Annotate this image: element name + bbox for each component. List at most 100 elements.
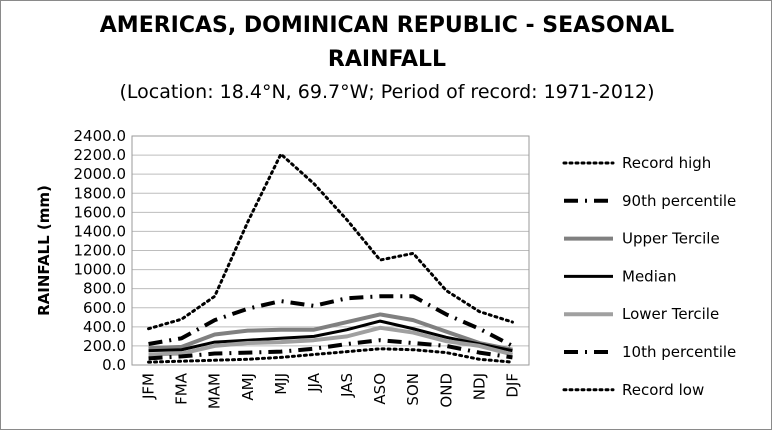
x-tick-label: SON: [404, 373, 422, 406]
y-tick-label: 800.0: [83, 280, 126, 298]
data-point: [213, 341, 216, 344]
data-point: [180, 337, 183, 340]
y-tick-label: 200.0: [83, 337, 126, 355]
data-point: [412, 331, 415, 334]
x-tick-label: FMA: [173, 372, 191, 405]
x-tick-label: NDJ: [470, 373, 488, 400]
series-line-1: [147, 152, 514, 331]
y-tick-label: 2000.0: [74, 165, 127, 183]
y-tick-label: 1200.0: [74, 242, 127, 260]
data-point: [379, 347, 382, 350]
data-point: [246, 358, 249, 361]
data-point: [147, 349, 150, 352]
data-point: [445, 340, 448, 343]
legend-label: Median: [622, 267, 677, 285]
legend-label: Record low: [622, 381, 704, 399]
data-point: [246, 307, 249, 310]
data-point: [379, 339, 382, 342]
data-point: [478, 327, 481, 330]
y-tick-label: 1800.0: [74, 184, 127, 202]
data-point: [180, 355, 183, 358]
x-tick-label: ASO: [371, 373, 389, 405]
data-point: [346, 343, 349, 346]
data-point: [346, 218, 349, 221]
x-tick-label: MJJ: [272, 373, 290, 395]
data-point: [478, 310, 481, 313]
plot-area: [131, 135, 530, 366]
data-point: [213, 319, 216, 322]
y-tick-label: 1000.0: [74, 261, 127, 279]
legend-label: Upper Tercile: [622, 230, 720, 248]
data-point: [213, 359, 216, 362]
data-point: [445, 289, 448, 292]
data-point: [279, 153, 282, 156]
data-point: [312, 353, 315, 356]
data-point: [511, 361, 514, 364]
data-point: [180, 318, 183, 321]
data-point: [445, 313, 448, 316]
x-tick-label: OND: [437, 373, 455, 408]
data-point: [312, 347, 315, 350]
y-tick-label: 2200.0: [74, 146, 127, 164]
data-point: [312, 339, 315, 342]
y-tick-label: 1400.0: [74, 222, 127, 240]
data-point: [312, 328, 315, 331]
data-point: [346, 335, 349, 338]
x-tick-label: JAS: [338, 373, 356, 398]
data-point: [312, 304, 315, 307]
chart-title-line-1: AMERICAS, DOMINICAN REPUBLIC - SEASONAL: [99, 13, 675, 38]
data-point: [478, 351, 481, 354]
data-point: [346, 328, 349, 331]
data-point: [412, 295, 415, 298]
series-line-7: [147, 347, 514, 364]
y-tick-label: 2400.0: [74, 127, 127, 145]
data-point: [180, 348, 183, 351]
data-point: [412, 342, 415, 345]
data-point: [180, 360, 183, 363]
data-point: [346, 297, 349, 300]
data-point: [279, 328, 282, 331]
data-point: [379, 313, 382, 316]
x-tick-label: DJF: [503, 373, 521, 398]
legend-label: 90th percentile: [622, 192, 736, 210]
data-point: [379, 295, 382, 298]
data-point: [445, 351, 448, 354]
data-point: [346, 350, 349, 353]
data-point: [279, 300, 282, 303]
data-point: [445, 344, 448, 347]
x-tick-label: MAM: [206, 373, 224, 409]
x-tick-label: JJA: [305, 372, 323, 393]
data-point: [279, 350, 282, 353]
x-tick-label: AMJ: [239, 373, 257, 401]
data-point: [312, 182, 315, 185]
data-point: [246, 342, 249, 345]
series-line-5: [148, 325, 513, 357]
data-point: [478, 344, 481, 347]
legend-label: 10th percentile: [622, 343, 736, 361]
data-point: [312, 335, 315, 338]
data-point: [412, 348, 415, 351]
data-point: [379, 326, 382, 329]
data-point: [412, 327, 415, 330]
data-point: [478, 358, 481, 361]
data-point: [511, 321, 514, 324]
series-line-2: [148, 294, 514, 348]
data-point: [279, 337, 282, 340]
data-point: [147, 353, 150, 356]
data-point: [346, 321, 349, 324]
data-point: [246, 329, 249, 332]
data-point: [511, 349, 514, 352]
y-tick-label: 600.0: [83, 299, 126, 317]
data-point: [147, 327, 150, 330]
series-line-6: [148, 338, 513, 361]
chart-title: AMERICAS, DOMINICAN REPUBLIC - SEASONAL …: [1, 9, 772, 77]
data-point: [213, 295, 216, 298]
data-point: [279, 356, 282, 359]
series-line-4: [148, 319, 513, 353]
data-point: [147, 343, 150, 346]
data-point: [246, 220, 249, 223]
y-tick-label: 0.0: [102, 356, 126, 374]
data-point: [213, 333, 216, 336]
